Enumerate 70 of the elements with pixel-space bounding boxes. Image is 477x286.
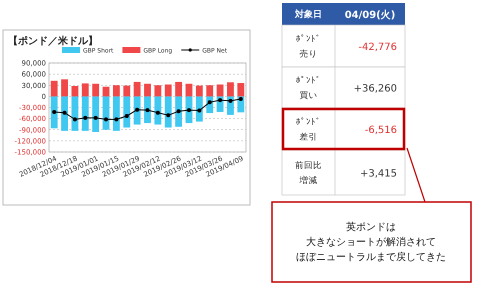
text: +36,260 [354, 84, 397, 94]
point [104, 117, 108, 122]
bar [154, 96, 162, 125]
bar [196, 86, 203, 96]
point [197, 108, 202, 112]
point [156, 110, 160, 115]
text: 買い [300, 91, 318, 101]
point [166, 113, 170, 118]
bar [175, 82, 182, 96]
bar [102, 96, 110, 130]
bar [144, 96, 151, 124]
bar [50, 80, 58, 96]
point [124, 114, 129, 118]
point [228, 98, 232, 103]
bar [92, 96, 100, 132]
bar [61, 79, 68, 96]
bar [102, 86, 110, 96]
bar [123, 86, 130, 96]
bar [227, 82, 234, 96]
text: ﾎﾟﾝﾄﾞ [296, 116, 321, 128]
text: ﾎﾟﾝﾄﾞ [296, 34, 321, 44]
bar [72, 86, 78, 96]
point [135, 108, 140, 112]
point [186, 108, 191, 112]
text: -42,776 [358, 42, 397, 53]
point [146, 108, 150, 112]
point [238, 96, 243, 101]
chart-title: 【ポンド／米ドル】 [8, 35, 98, 47]
bar [82, 83, 89, 96]
bar [237, 83, 244, 96]
point [62, 110, 67, 115]
point [114, 117, 118, 122]
point [218, 98, 222, 102]
bar [175, 96, 182, 127]
text: 差引 [300, 132, 318, 142]
bar [72, 96, 78, 131]
text: +3,415 [360, 168, 397, 180]
text: 対象日 [294, 9, 322, 20]
bar [186, 84, 192, 96]
bar [50, 96, 58, 128]
point [94, 116, 98, 120]
bar [154, 85, 162, 96]
text: 前回比 [295, 160, 322, 171]
bar [164, 96, 172, 128]
bar [186, 96, 192, 124]
text: 売り [300, 48, 318, 60]
point [52, 110, 56, 114]
point [208, 100, 212, 104]
bar [134, 82, 141, 96]
text: 英ポンドは [346, 221, 396, 233]
bar [144, 84, 151, 96]
text: ﾎﾟﾝﾄﾞ [296, 75, 321, 86]
bar [134, 96, 141, 125]
text: 04/09(火) [344, 9, 396, 21]
bar [92, 84, 100, 96]
point [176, 109, 181, 114]
bar [123, 96, 130, 128]
point [83, 116, 88, 120]
text: -6,516 [364, 125, 397, 136]
bar [61, 96, 68, 131]
bar [206, 85, 214, 96]
bar [112, 85, 120, 96]
point [72, 117, 77, 122]
bar [112, 96, 120, 131]
text: ほぼニュートラルまで戻してきた [296, 251, 446, 263]
bar [82, 96, 89, 131]
text: 増減 [298, 175, 318, 186]
bar [216, 84, 224, 96]
text: 大きなショートが解消されて [306, 236, 436, 248]
bar [164, 84, 172, 96]
